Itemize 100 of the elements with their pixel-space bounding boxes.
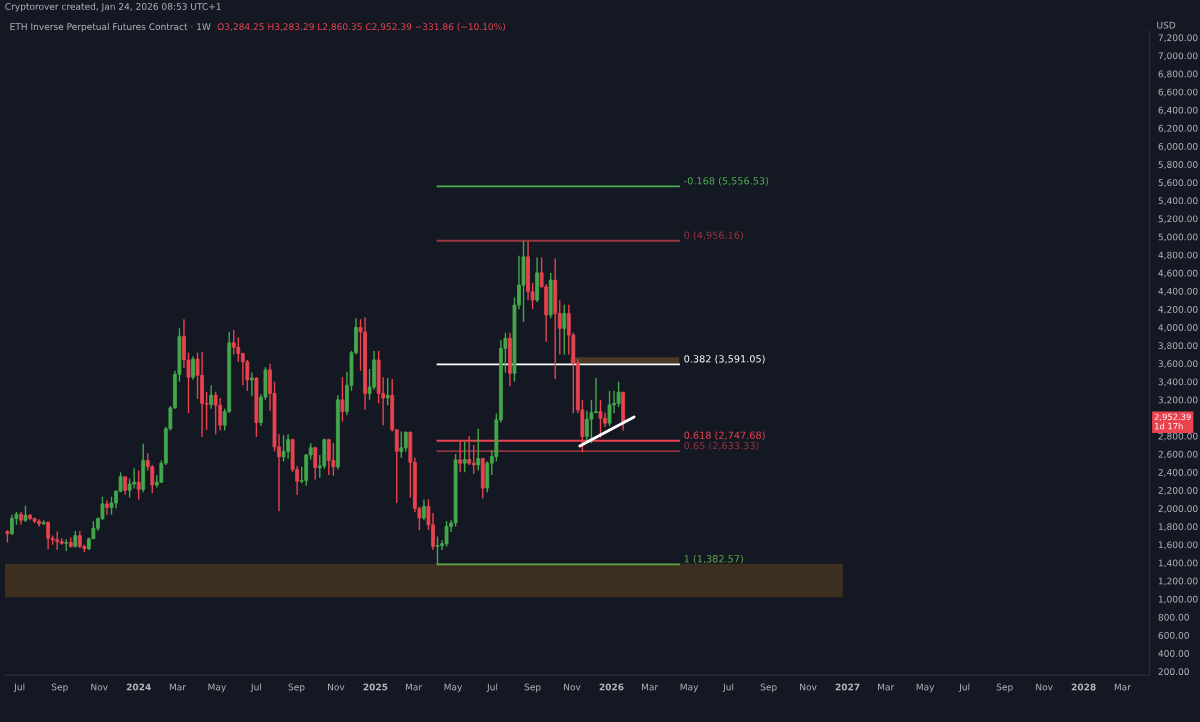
candlestick [340, 376, 345, 423]
ref-line-label: 0 (4,956.16) [684, 231, 743, 241]
annotation: 2,952.39 1d 17h [1154, 413, 1191, 430]
y-tick-label: 1,000.00 [1158, 595, 1198, 604]
y-tick-label: 2,800.00 [1158, 432, 1198, 441]
y-tick-label: 4,800.00 [1158, 251, 1198, 260]
candlestick [46, 520, 51, 550]
y-tick-label: 6,400.00 [1158, 106, 1198, 115]
y-tick-label: 3,200.00 [1158, 396, 1198, 405]
candlestick [281, 434, 286, 463]
x-tick-label: 2026 [599, 683, 624, 691]
x-tick-label: 2028 [1071, 683, 1096, 691]
y-tick-label: 2,400.00 [1158, 468, 1198, 477]
y-tick-label: 4,600.00 [1158, 269, 1198, 278]
candlestick [231, 329, 236, 356]
candlestick [435, 535, 440, 566]
x-tick-label: Sep [524, 683, 541, 693]
candlestick [218, 397, 223, 432]
y-tick-label: 4,000.00 [1158, 324, 1198, 332]
x-tick-label: 2027 [835, 683, 860, 691]
x-tick-label: Sep [760, 683, 777, 693]
y-tick-label: 4,200.00 [1158, 305, 1198, 314]
x-tick-label: Jul [958, 683, 970, 693]
candlestick [313, 446, 318, 481]
candlestick [471, 444, 476, 475]
x-tick-label: May [208, 683, 227, 693]
y-tick-label: 1,800.00 [1158, 523, 1198, 532]
y-tick-label: 5,600.00 [1158, 179, 1198, 187]
x-tick-label: Jul [13, 683, 25, 693]
y-tick-label: 400.00 [1158, 650, 1189, 657]
candlestick [444, 520, 449, 548]
y-tick-label: 7,000.00 [1158, 52, 1198, 61]
candlestick [331, 442, 336, 477]
y-tick-label: 1,200.00 [1158, 577, 1198, 586]
y-axis-title: USD [1157, 21, 1176, 29]
x-tick-label: Nov [1036, 683, 1053, 691]
y-tick-label: 800.00 [1158, 613, 1189, 621]
y-tick-label: 7,200.00 [1158, 34, 1198, 43]
candlestick [385, 377, 390, 406]
x-tick-label: Nov [91, 683, 108, 691]
candlestick [476, 428, 481, 472]
x-tick-label: Mar [169, 683, 187, 691]
x-tick-label: Nov [564, 683, 581, 691]
candlestick [589, 399, 594, 444]
x-tick-label: Jul [250, 683, 261, 693]
candlestick [136, 469, 141, 501]
y-tick-label: 2,200.00 [1158, 487, 1198, 495]
y-tick-label: 2,000.00 [1158, 505, 1198, 513]
candlestick [213, 390, 218, 435]
x-tick-label: Jul [486, 683, 498, 693]
candlestick [55, 530, 60, 551]
candlestick [123, 476, 128, 496]
x-tick-label: Sep [51, 683, 68, 693]
y-tick-label: 200.00 [1158, 668, 1189, 676]
y-tick-label: 3,800.00 [1158, 342, 1198, 350]
chart-title: ETH Inverse Perpetual Futures Contract · 1W [10, 23, 211, 32]
x-tick-label: 2024 [126, 683, 151, 691]
candlestick [209, 384, 214, 410]
y-tick-label: 600.00 [1158, 631, 1189, 639]
text: Cryptorover created, Jan 24, 2026 08:53 UTC+1 [5, 2, 221, 12]
y-tick-label: 6,600.00 [1158, 88, 1198, 97]
y-tick-label: 5,000.00 [1158, 233, 1198, 242]
candlestick [598, 399, 603, 439]
y-tick-label: 4,400.00 [1158, 287, 1198, 296]
y-tick-label: 6,200.00 [1158, 124, 1198, 133]
candlestick [249, 371, 254, 397]
ref-line-label: 0.618 (2,747.68) [684, 431, 765, 440]
x-tick-label: May [444, 683, 463, 693]
ref-line-label: 0.382 (3,591.05) [684, 354, 765, 364]
candlestick [422, 498, 426, 521]
x-tick-label: Mar [878, 683, 895, 691]
x-tick-label: Mar [1114, 683, 1131, 691]
x-tick-label: Nov [800, 683, 817, 691]
x-tick-label: 2025 [363, 683, 388, 691]
chart-subtitle: O3,284.25 H3,283.29 L2,860.35 C2,952.39 −331.86 (−10.10%) [217, 23, 506, 32]
y-tick-label: 3,600.00 [1158, 360, 1198, 369]
x-tick-label: Sep [288, 683, 305, 693]
x-tick-label: Sep [996, 683, 1013, 693]
candlestick [562, 304, 567, 356]
x-tick-label: May [680, 683, 699, 693]
candlestick [150, 464, 155, 494]
ref-line-label: 0.65 (2,633.33) [684, 441, 759, 451]
y-tick-label: 5,800.00 [1158, 161, 1198, 169]
y-tick-label: 6,000.00 [1158, 142, 1198, 151]
y-tick-label: 5,400.00 [1158, 197, 1198, 206]
y-tick-label: 1,600.00 [1158, 541, 1198, 550]
candlestick [399, 430, 404, 459]
candlestick [403, 430, 408, 453]
x-tick-label: May [916, 683, 935, 693]
candlestick [462, 440, 467, 473]
y-tick-label: 3,400.00 [1158, 378, 1198, 387]
ref-line-label: -0.168 (5,556.53) [684, 176, 769, 186]
y-tick-label: 1,400.00 [1158, 559, 1198, 568]
candlestick [607, 390, 612, 427]
y-tick-label: 2,600.00 [1158, 450, 1198, 459]
x-tick-label: Mar [405, 683, 423, 691]
y-tick-label: 6,800.00 [1158, 70, 1198, 79]
candlestick [191, 355, 195, 381]
candlestick [236, 336, 241, 363]
x-tick-label: Nov [328, 683, 345, 691]
